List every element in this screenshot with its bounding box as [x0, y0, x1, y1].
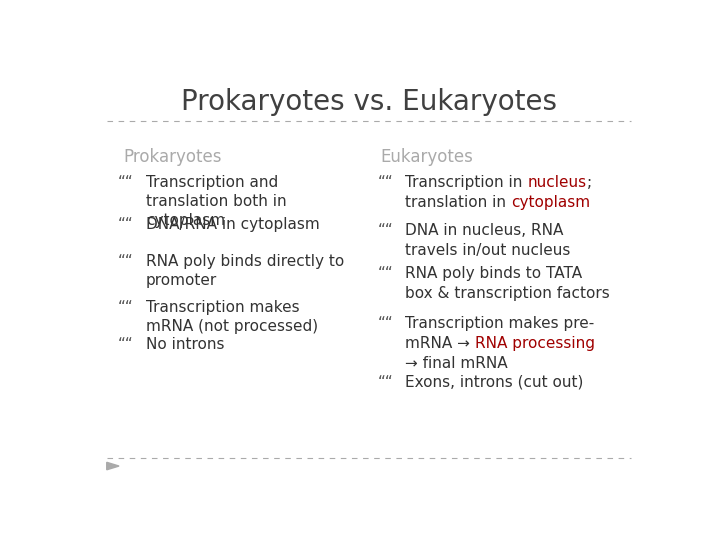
Text: ““: ““ — [118, 254, 134, 269]
Text: translation in: translation in — [405, 195, 511, 210]
Text: ““: ““ — [118, 337, 134, 352]
Text: ““: ““ — [377, 223, 393, 238]
Text: Prokaryotes vs. Eukaryotes: Prokaryotes vs. Eukaryotes — [181, 87, 557, 116]
Text: box & transcription factors: box & transcription factors — [405, 286, 610, 301]
Text: Transcription and
translation both in
cytoplasm: Transcription and translation both in cy… — [145, 175, 287, 228]
Text: Prokaryotes: Prokaryotes — [124, 148, 222, 166]
Text: ““: ““ — [377, 266, 393, 281]
Text: Eukaryotes: Eukaryotes — [380, 148, 473, 166]
Text: ““: ““ — [377, 375, 393, 389]
Text: Transcription in: Transcription in — [405, 175, 528, 190]
Text: ““: ““ — [118, 217, 134, 232]
Text: nucleus: nucleus — [528, 175, 587, 190]
Text: ““: ““ — [377, 316, 393, 332]
Text: RNA processing: RNA processing — [475, 336, 595, 352]
Text: RNA poly binds to TATA: RNA poly binds to TATA — [405, 266, 582, 281]
Text: Transcription makes pre-: Transcription makes pre- — [405, 316, 595, 332]
Text: mRNA →: mRNA → — [405, 336, 475, 352]
Text: ““: ““ — [377, 175, 393, 190]
Polygon shape — [107, 462, 119, 470]
Text: ““: ““ — [118, 175, 134, 190]
Text: RNA poly binds directly to
promoter: RNA poly binds directly to promoter — [145, 254, 344, 288]
Text: ““: ““ — [118, 300, 134, 315]
Text: cytoplasm: cytoplasm — [511, 195, 590, 210]
Text: DNA/RNA in cytoplasm: DNA/RNA in cytoplasm — [145, 217, 320, 232]
Text: travels in/out nucleus: travels in/out nucleus — [405, 243, 571, 258]
Text: Transcription makes
mRNA (not processed): Transcription makes mRNA (not processed) — [145, 300, 318, 334]
Text: No introns: No introns — [145, 337, 225, 352]
Text: DNA in nucleus, RNA: DNA in nucleus, RNA — [405, 223, 564, 238]
Text: ;: ; — [587, 175, 592, 190]
Text: Exons, introns (cut out): Exons, introns (cut out) — [405, 375, 584, 389]
Text: → final mRNA: → final mRNA — [405, 356, 508, 372]
